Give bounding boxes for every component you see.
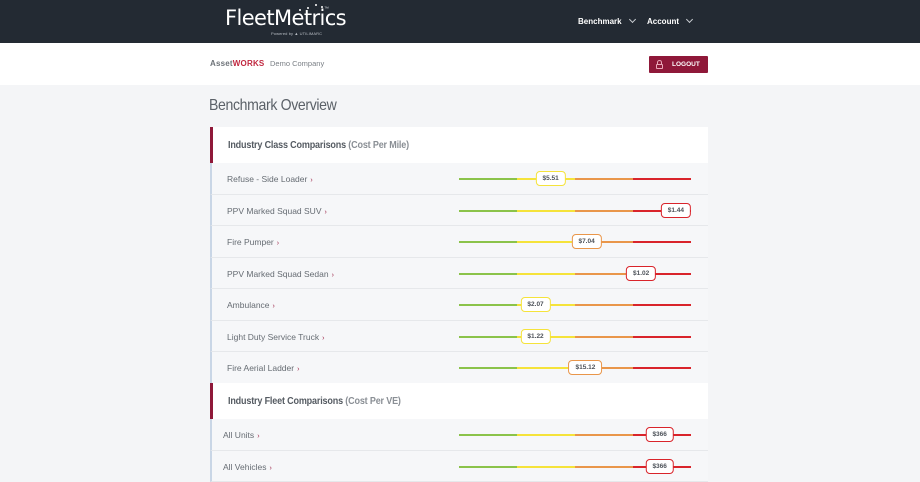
value-badge: $7.04 bbox=[571, 234, 601, 249]
benchmark-row[interactable]: PPV Marked Squad SUV› $1.44 bbox=[210, 195, 708, 227]
section-header: Industry Class Comparisons (Cost Per Mil… bbox=[210, 127, 708, 163]
benchmark-row[interactable]: Fire Aerial Ladder› $15.12 bbox=[210, 352, 708, 384]
scale-segment-green bbox=[459, 434, 517, 436]
scale-segment-yellow bbox=[517, 466, 575, 468]
section-industry-fleet-comparisons: Industry Fleet Comparisons (Cost Per VE)… bbox=[210, 383, 708, 482]
scale-segment-red bbox=[633, 241, 691, 243]
chevron-right-icon: › bbox=[297, 366, 299, 373]
row-label[interactable]: Fire Aerial Ladder› bbox=[227, 363, 299, 373]
constellation-dots-icon bbox=[285, 3, 325, 13]
scale-segment-green bbox=[459, 273, 517, 275]
scale-segment-green bbox=[459, 241, 517, 243]
scale-segment-yellow bbox=[517, 241, 575, 243]
section-header: Industry Fleet Comparisons (Cost Per VE) bbox=[210, 383, 708, 419]
chevron-right-icon: › bbox=[322, 335, 324, 342]
scale-segment-yellow bbox=[517, 434, 575, 436]
top-navigation-bar: FleetMetrics ™ Powered by ▲ UTILIMARC Be… bbox=[0, 0, 920, 43]
scale-segment-orange bbox=[575, 273, 633, 275]
company-name: Demo Company bbox=[270, 59, 324, 68]
value-badge: $5.51 bbox=[535, 171, 565, 186]
value-badge: $15.12 bbox=[568, 360, 602, 375]
benchmark-row[interactable]: Ambulance› $2.07 bbox=[210, 289, 708, 321]
page-title: Benchmark Overview bbox=[209, 97, 336, 115]
scale-segment-green bbox=[459, 336, 517, 338]
scale-segment-red bbox=[633, 178, 691, 180]
scale-segment-green bbox=[459, 466, 517, 468]
row-label[interactable]: PPV Marked Squad SUV› bbox=[227, 206, 327, 216]
benchmark-scale-bar bbox=[459, 336, 691, 338]
value-badge: $1.02 bbox=[626, 266, 656, 281]
assetworks-logo: AssetWORKS bbox=[210, 59, 264, 68]
benchmark-scale-bar bbox=[459, 304, 691, 306]
row-label[interactable]: Fire Pumper› bbox=[227, 237, 279, 247]
scale-segment-orange bbox=[575, 466, 633, 468]
scale-segment-green bbox=[459, 210, 517, 212]
logo-asset: Asset bbox=[210, 59, 233, 68]
section-title: Industry Fleet Comparisons (Cost Per VE) bbox=[228, 395, 401, 407]
lock-icon bbox=[656, 60, 663, 69]
chevron-right-icon: › bbox=[325, 209, 327, 216]
scale-segment-orange bbox=[575, 178, 633, 180]
logout-label: LOGOUT bbox=[672, 61, 700, 68]
powered-by-text: Powered by ▲ UTILIMARC bbox=[271, 31, 322, 36]
scale-segment-red bbox=[633, 367, 691, 369]
scale-segment-green bbox=[459, 304, 517, 306]
scale-segment-green bbox=[459, 367, 517, 369]
benchmark-row[interactable]: Refuse - Side Loader› $5.51 bbox=[210, 163, 708, 195]
chevron-right-icon: › bbox=[277, 240, 279, 247]
benchmark-row[interactable]: All Vehicles› $366 bbox=[210, 451, 708, 482]
chevron-down-icon bbox=[686, 16, 693, 23]
row-label[interactable]: Refuse - Side Loader› bbox=[227, 174, 313, 184]
row-label[interactable]: Ambulance› bbox=[227, 300, 275, 310]
scale-segment-red bbox=[633, 304, 691, 306]
benchmark-scale-bar bbox=[459, 178, 691, 180]
chevron-right-icon: › bbox=[273, 303, 275, 310]
chevron-down-icon bbox=[629, 16, 636, 23]
scale-segment-red bbox=[633, 336, 691, 338]
benchmark-row[interactable]: All Units› $366 bbox=[210, 419, 708, 451]
logo-works: WORKS bbox=[233, 59, 265, 68]
benchmark-row[interactable]: PPV Marked Squad Sedan› $1.02 bbox=[210, 258, 708, 290]
value-badge: $366 bbox=[645, 427, 673, 442]
value-badge: $1.22 bbox=[520, 329, 550, 344]
scale-segment-orange bbox=[575, 210, 633, 212]
fleetmetrics-logo[interactable]: FleetMetrics ™ Powered by ▲ UTILIMARC bbox=[225, 6, 346, 30]
logout-button[interactable]: LOGOUT bbox=[649, 56, 708, 73]
chevron-right-icon: › bbox=[269, 465, 271, 472]
row-label[interactable]: PPV Marked Squad Sedan› bbox=[227, 269, 334, 279]
row-label[interactable]: All Vehicles› bbox=[223, 462, 272, 472]
benchmark-row[interactable]: Light Duty Service Truck› $1.22 bbox=[210, 321, 708, 353]
scale-segment-orange bbox=[575, 304, 633, 306]
benchmark-scale-bar bbox=[459, 210, 691, 212]
benchmark-row[interactable]: Fire Pumper› $7.04 bbox=[210, 226, 708, 258]
chevron-right-icon: › bbox=[310, 177, 312, 184]
scale-segment-yellow bbox=[517, 273, 575, 275]
chevron-right-icon: › bbox=[332, 272, 334, 279]
sub-header bbox=[0, 43, 920, 85]
chevron-right-icon: › bbox=[257, 433, 259, 440]
row-label[interactable]: Light Duty Service Truck› bbox=[227, 332, 324, 342]
value-badge: $1.44 bbox=[661, 203, 691, 218]
benchmark-scale-bar bbox=[459, 273, 691, 275]
row-label[interactable]: All Units› bbox=[223, 430, 260, 440]
section-title: Industry Class Comparisons (Cost Per Mil… bbox=[228, 139, 409, 151]
nav-account-label: Account bbox=[647, 17, 679, 26]
value-badge: $2.07 bbox=[520, 297, 550, 312]
nav-account-menu[interactable]: Account bbox=[647, 14, 692, 28]
scale-segment-orange bbox=[575, 434, 633, 436]
nav-benchmark-menu[interactable]: Benchmark bbox=[578, 14, 635, 28]
scale-segment-yellow bbox=[517, 367, 575, 369]
value-badge: $366 bbox=[645, 459, 673, 474]
scale-segment-yellow bbox=[517, 210, 575, 212]
scale-segment-orange bbox=[575, 336, 633, 338]
section-industry-class-comparisons: Industry Class Comparisons (Cost Per Mil… bbox=[210, 127, 708, 384]
nav-benchmark-label: Benchmark bbox=[578, 17, 622, 26]
scale-segment-green bbox=[459, 178, 517, 180]
